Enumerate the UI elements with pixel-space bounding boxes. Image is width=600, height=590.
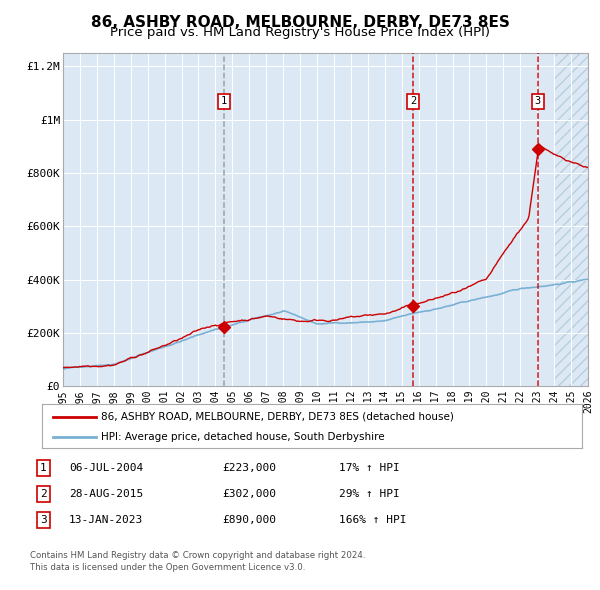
Bar: [554, 53, 588, 386]
Text: £890,000: £890,000: [222, 515, 276, 525]
Text: HPI: Average price, detached house, South Derbyshire: HPI: Average price, detached house, Sout…: [101, 432, 385, 442]
Text: 3: 3: [535, 96, 541, 106]
Text: 3: 3: [40, 515, 47, 525]
Text: 1: 1: [40, 463, 47, 473]
Text: 2: 2: [40, 489, 47, 499]
Text: £223,000: £223,000: [222, 463, 276, 473]
Text: 166% ↑ HPI: 166% ↑ HPI: [339, 515, 407, 525]
Text: Contains HM Land Registry data © Crown copyright and database right 2024.: Contains HM Land Registry data © Crown c…: [30, 551, 365, 560]
Text: This data is licensed under the Open Government Licence v3.0.: This data is licensed under the Open Gov…: [30, 563, 305, 572]
Text: 86, ASHBY ROAD, MELBOURNE, DERBY, DE73 8ES (detached house): 86, ASHBY ROAD, MELBOURNE, DERBY, DE73 8…: [101, 412, 454, 421]
Text: 13-JAN-2023: 13-JAN-2023: [69, 515, 143, 525]
Text: 28-AUG-2015: 28-AUG-2015: [69, 489, 143, 499]
Text: 06-JUL-2004: 06-JUL-2004: [69, 463, 143, 473]
Text: 17% ↑ HPI: 17% ↑ HPI: [339, 463, 400, 473]
Text: 86, ASHBY ROAD, MELBOURNE, DERBY, DE73 8ES: 86, ASHBY ROAD, MELBOURNE, DERBY, DE73 8…: [91, 15, 509, 30]
Text: 1: 1: [221, 96, 227, 106]
Text: Price paid vs. HM Land Registry's House Price Index (HPI): Price paid vs. HM Land Registry's House …: [110, 26, 490, 39]
Text: 29% ↑ HPI: 29% ↑ HPI: [339, 489, 400, 499]
Text: £302,000: £302,000: [222, 489, 276, 499]
Text: 2: 2: [410, 96, 416, 106]
